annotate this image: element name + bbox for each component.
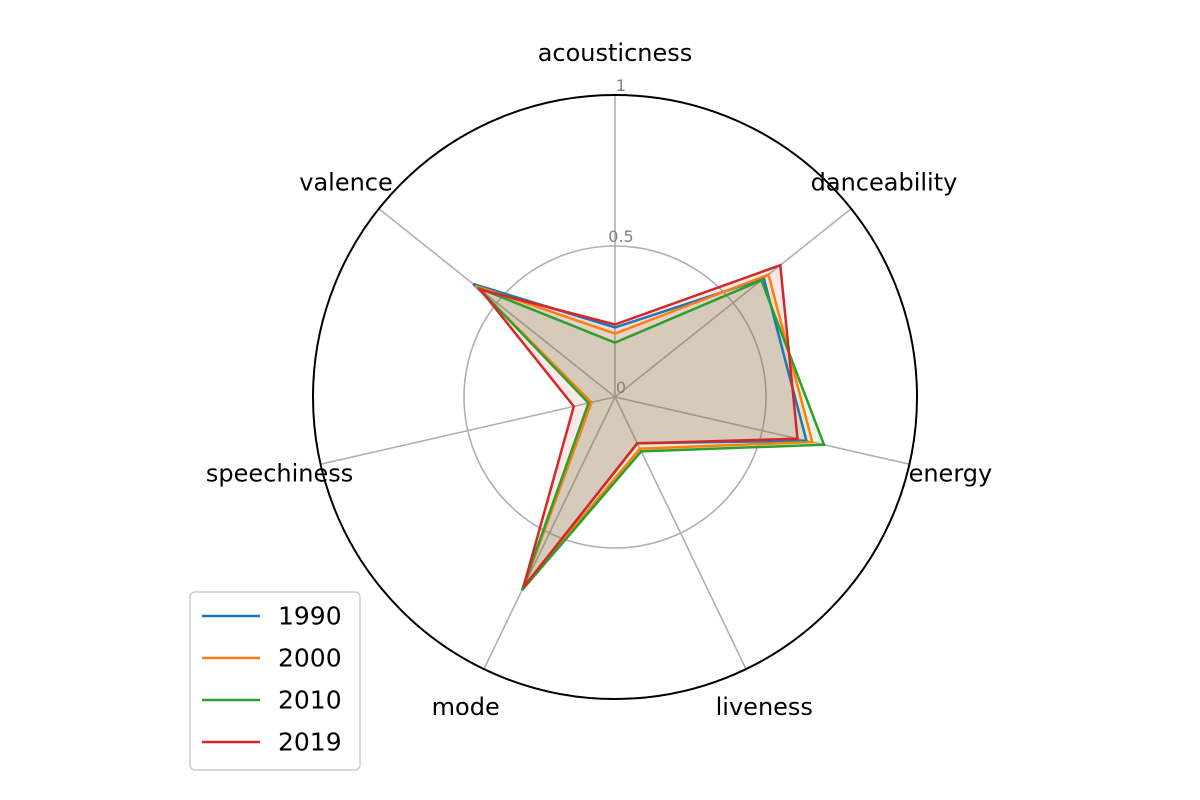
legend-label-2000: 2000 bbox=[278, 644, 342, 673]
legend-box bbox=[189, 591, 361, 771]
legend: 1990 2000 2010 2019 bbox=[189, 591, 361, 771]
axis-label-mode: mode bbox=[432, 693, 500, 721]
axis-label-energy: energy bbox=[909, 460, 993, 488]
axis-labels: acousticness danceability energy liveness mo… bbox=[206, 39, 992, 721]
legend-label-1990: 1990 bbox=[278, 602, 342, 631]
series-line-2019 bbox=[477, 263, 799, 589]
series-line-2010 bbox=[477, 278, 826, 592]
series-fill-1990 bbox=[473, 278, 807, 588]
series-fill-2000 bbox=[475, 274, 813, 588]
r-tick-label: 1 bbox=[616, 76, 626, 95]
r-tick-label: 0.5 bbox=[608, 227, 633, 246]
series-fill-2010 bbox=[478, 280, 824, 591]
axis-label-valence: valence bbox=[299, 169, 393, 197]
legend-items: 1990 2000 2010 2019 bbox=[202, 602, 342, 757]
grid-ring bbox=[463, 245, 767, 549]
series-fill-2019 bbox=[480, 265, 798, 588]
legend-label-2010: 2010 bbox=[278, 686, 342, 715]
radial-tick-labels: 00.51 bbox=[608, 76, 633, 397]
axis-label-liveness: liveness bbox=[716, 693, 813, 721]
axis-label-speechiness: speechiness bbox=[206, 460, 353, 488]
series-lines bbox=[472, 263, 826, 592]
series-fills bbox=[473, 265, 824, 591]
r-tick-label: 0 bbox=[616, 378, 626, 397]
legend-label-2019: 2019 bbox=[278, 728, 342, 757]
axis-label-danceability: danceability bbox=[811, 169, 958, 197]
radar-outer-frame bbox=[312, 94, 918, 700]
axis-label-acousticness: acousticness bbox=[538, 39, 693, 67]
